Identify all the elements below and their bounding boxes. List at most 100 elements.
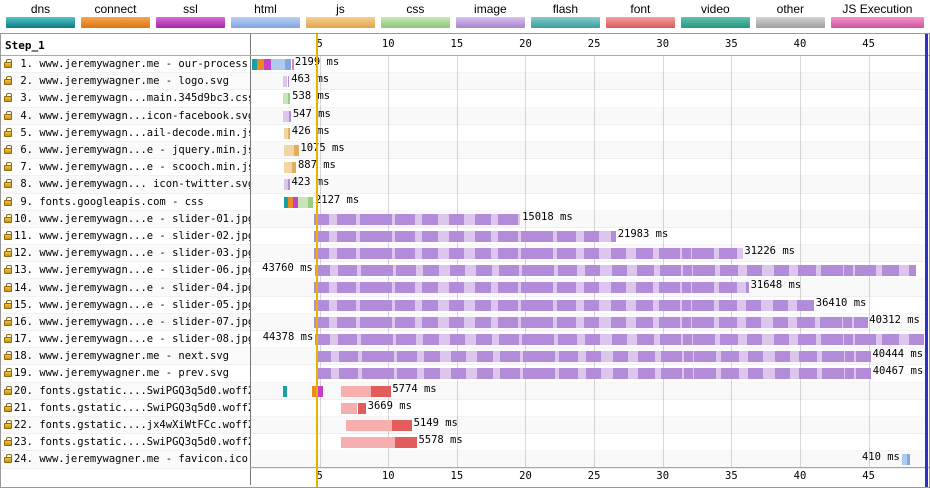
- request-row-lane[interactable]: 1075 ms: [251, 142, 929, 160]
- request-row-lane[interactable]: 2127 ms: [251, 194, 929, 211]
- segment-jsexec[interactable]: [291, 59, 294, 70]
- segment-image_chunks[interactable]: [314, 282, 749, 294]
- axis-tick-10: 10: [381, 38, 395, 50]
- segment-font_dark[interactable]: [357, 402, 367, 414]
- request-row-name[interactable]: 24. www.jeremywagner.me - favicon.ico: [1, 451, 250, 469]
- request-row-name[interactable]: 3. www.jeremywagn...main.345d9bc3.css: [1, 90, 250, 108]
- request-row-lane[interactable]: 887 ms: [251, 159, 929, 177]
- request-row-lane[interactable]: 40312 ms: [251, 314, 929, 331]
- segment-js_light[interactable]: [284, 162, 293, 174]
- request-row-name[interactable]: 6. www.jeremywagn...e - jquery.min.js: [1, 141, 250, 160]
- request-row-lane[interactable]: 21983 ms: [251, 228, 929, 246]
- segment-font_dark[interactable]: [371, 385, 391, 397]
- request-row-lane[interactable]: 410 ms: [251, 451, 929, 469]
- segment-image_dark[interactable]: [288, 110, 291, 122]
- request-row-name[interactable]: 10. www.jeremywagn...e - slider-01.jpg: [1, 210, 250, 228]
- request-row-name[interactable]: 12. www.jeremywagn...e - slider-03.jpg: [1, 245, 250, 263]
- request-row-lane[interactable]: 5774 ms: [251, 383, 929, 400]
- request-row-lane[interactable]: 43760 ms: [251, 262, 929, 280]
- segment-css_light[interactable]: [282, 93, 289, 105]
- request-row-lane[interactable]: 463 ms: [251, 73, 929, 91]
- request-row-name[interactable]: 13. www.jeremywagn...e - slider-06.jpg: [1, 262, 250, 280]
- segment-connect[interactable]: [312, 385, 317, 397]
- segment-html_light[interactable]: [270, 59, 286, 70]
- request-row-name[interactable]: 20. fonts.gstatic....SwiPGQ3q5d0.woff2: [1, 382, 250, 400]
- request-row-lane[interactable]: 40467 ms: [251, 365, 929, 383]
- request-row-lane[interactable]: 2199 ms: [251, 56, 929, 74]
- segment-font_dark[interactable]: [394, 437, 417, 449]
- request-row-lane[interactable]: 426 ms: [251, 125, 929, 142]
- segment-image_dark[interactable]: [287, 76, 290, 88]
- request-row-lane[interactable]: 15018 ms: [251, 211, 929, 228]
- segment-font_light[interactable]: [340, 437, 395, 449]
- request-row-name[interactable]: 18. www.jeremywagner.me - next.svg: [1, 348, 250, 366]
- legend-swatch-connect: [80, 17, 150, 28]
- segment-image_chunks[interactable]: [314, 299, 815, 311]
- request-row-name[interactable]: 7. www.jeremywagn...e - scooch.min.js: [1, 159, 250, 177]
- request-row-lane[interactable]: 44378 ms: [251, 331, 929, 349]
- request-row-name[interactable]: 15. www.jeremywagn...e - slider-05.jpg: [1, 297, 250, 314]
- request-row-name[interactable]: 23. fonts.gstatic....SwiPGQ3q5d0.woff2: [1, 434, 250, 452]
- request-row-name[interactable]: 8. www.jeremywagn... icon-twitter.svg: [1, 176, 250, 194]
- request-row-lane[interactable]: 3669 ms: [251, 400, 929, 417]
- segment-js_light[interactable]: [284, 127, 289, 139]
- segment-js_light[interactable]: [284, 144, 294, 156]
- request-row-name[interactable]: 21. fonts.gstatic....SwiPGQ3q5d0.woff2: [1, 400, 250, 417]
- request-row-name[interactable]: 5. www.jeremywagn...ail-decode.min.js: [1, 125, 250, 142]
- segment-connect[interactable]: [288, 196, 293, 208]
- request-row-name[interactable]: 22. fonts.gstatic....jx4wXiWtFCc.woff2: [1, 416, 250, 435]
- segment-image_chunks[interactable]: [314, 230, 617, 242]
- request-row-lane[interactable]: 31648 ms: [251, 279, 929, 297]
- legend-item-dns: dns: [3, 2, 78, 33]
- segment-ssl[interactable]: [316, 385, 324, 397]
- segment-font_light[interactable]: [345, 419, 392, 431]
- segment-image_chunks[interactable]: [314, 334, 925, 345]
- segment-image_light[interactable]: [284, 179, 289, 191]
- segment-image_chunks[interactable]: [314, 265, 916, 277]
- segment-image_light[interactable]: [283, 110, 289, 122]
- segment-css_dark[interactable]: [307, 196, 314, 208]
- request-row-name[interactable]: 17. www.jeremywagn...e - slider-08.jpg: [1, 331, 250, 349]
- request-row-lane[interactable]: 5578 ms: [251, 434, 929, 452]
- segment-ssl[interactable]: [264, 59, 271, 70]
- segment-js_dark[interactable]: [293, 144, 300, 156]
- segment-image_chunks[interactable]: [315, 368, 872, 380]
- segment-dns[interactable]: [252, 59, 258, 70]
- segment-font_light[interactable]: [340, 385, 372, 397]
- segment-css_light[interactable]: [298, 196, 308, 208]
- segment-image_chunks[interactable]: [314, 213, 521, 225]
- request-row-lane[interactable]: 547 ms: [251, 108, 929, 125]
- segment-css_dark[interactable]: [288, 93, 291, 105]
- request-row-name[interactable]: 4. www.jeremywagn...icon-facebook.svg: [1, 107, 250, 125]
- segment-dns[interactable]: [283, 196, 289, 208]
- request-row-name[interactable]: 11. www.jeremywagn...e - slider-02.jpg: [1, 228, 250, 246]
- segment-font_dark[interactable]: [391, 419, 412, 431]
- request-row-lane[interactable]: 36410 ms: [251, 297, 929, 314]
- segment-image_chunks[interactable]: [315, 351, 871, 363]
- request-row-lane[interactable]: 538 ms: [251, 90, 929, 108]
- request-row-lane[interactable]: 40444 ms: [251, 348, 929, 366]
- request-row-lane[interactable]: 31226 ms: [251, 245, 929, 263]
- request-row-name[interactable]: 16. www.jeremywagn...e - slider-07.jpg: [1, 313, 250, 331]
- segment-html_dark[interactable]: [285, 59, 292, 70]
- segment-js_dark[interactable]: [288, 127, 291, 139]
- request-row-name[interactable]: 14. www.jeremywagn...e - slider-04.jpg: [1, 279, 250, 297]
- request-row-name[interactable]: 1. www.jeremywagner.me - our-process: [1, 56, 250, 74]
- request-row-name[interactable]: 9. fonts.googleapis.com - css: [1, 194, 250, 211]
- request-row-name[interactable]: 19. www.jeremywagner.me - prev.svg: [1, 365, 250, 383]
- segment-dns[interactable]: [283, 385, 287, 397]
- segment-image_light[interactable]: [282, 76, 288, 88]
- request-row-name[interactable]: 2. www.jeremywagner.me - logo.svg: [1, 73, 250, 91]
- request-row-lane[interactable]: 5149 ms: [251, 417, 929, 435]
- segment-image_chunks[interactable]: [314, 316, 868, 328]
- segment-html_dark[interactable]: [907, 454, 911, 466]
- segment-js_dark[interactable]: [292, 162, 297, 174]
- segment-image_chunks[interactable]: [314, 248, 743, 260]
- request-name: fonts.gstatic....SwiPGQ3q5d0.woff2: [33, 401, 250, 414]
- segment-connect[interactable]: [257, 59, 265, 70]
- segment-html_light[interactable]: [901, 454, 908, 466]
- segment-font_light[interactable]: [340, 402, 358, 414]
- segment-image_dark[interactable]: [288, 179, 290, 191]
- segment-ssl[interactable]: [292, 196, 299, 208]
- request-row-lane[interactable]: 423 ms: [251, 176, 929, 194]
